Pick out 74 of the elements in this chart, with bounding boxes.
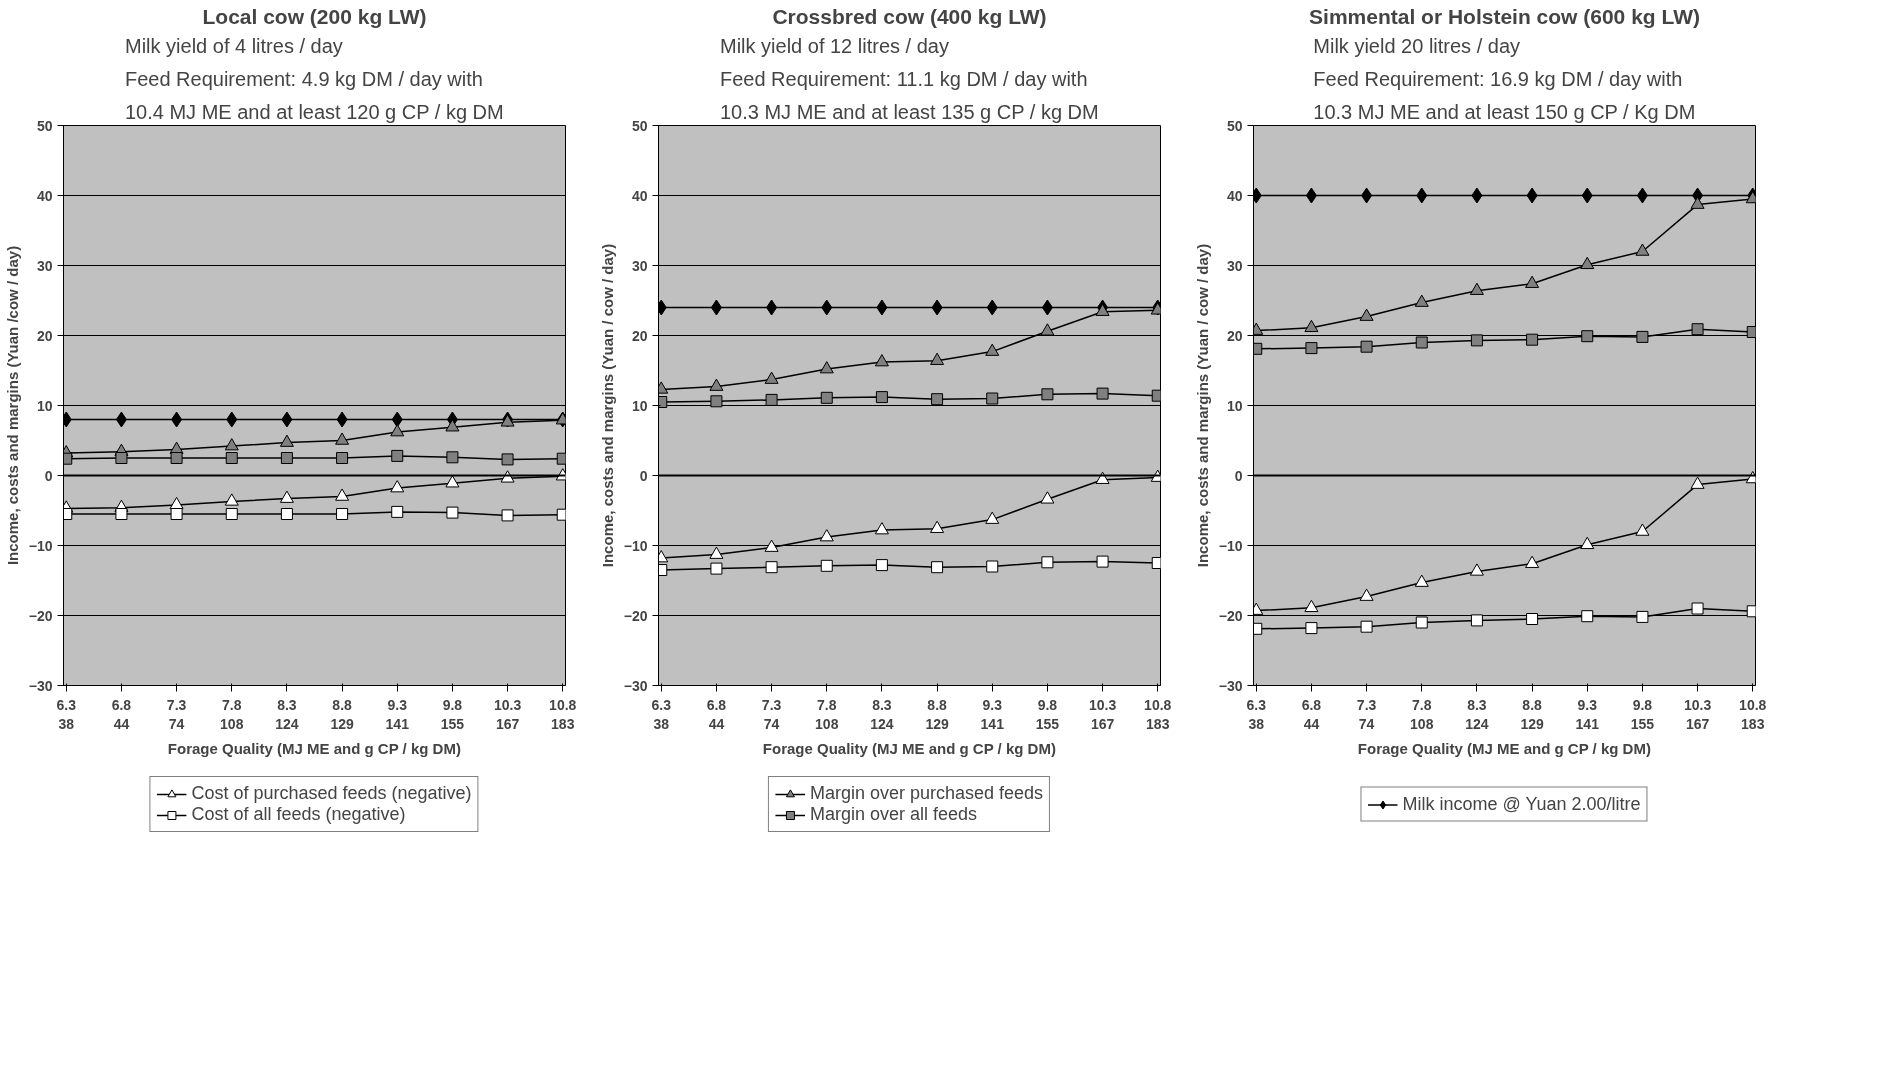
y-tick-label: 20	[1226, 327, 1243, 344]
x-axis-title: Forage Quality (MJ ME and g CP / kg DM)	[1357, 739, 1651, 757]
x-tick-label: 10.8 183	[1144, 696, 1172, 732]
y-tick-label: 20	[631, 327, 648, 344]
y-tick-label: −20	[28, 607, 53, 624]
x-tick-label: 10.3 167	[493, 696, 522, 732]
y-tick-label: −30	[28, 677, 53, 694]
legend-label: Cost of purchased feeds (negative)	[191, 783, 472, 804]
y-tick-label: 40	[631, 187, 648, 204]
y-tick-label: 40	[1226, 187, 1243, 204]
y-tick-label: 10	[36, 397, 53, 414]
y-tick-label: 50	[1226, 117, 1243, 134]
x-tick-label: 6.8 44	[1301, 696, 1322, 732]
y-axis-title: Income, costs and margins (Yuan /cow / day)	[3, 245, 21, 566]
chart-title: Local cow (200 kg LW)	[202, 4, 427, 28]
chart-title: Simmental or Holstein cow (600 kg LW)	[1309, 4, 1700, 28]
y-tick-label: −10	[28, 537, 53, 554]
x-tick-label: 9.8 155	[440, 696, 465, 732]
x-tick-label: 6.8 44	[706, 696, 727, 732]
x-tick-label: 9.3 141	[385, 696, 410, 732]
x-tick-label: 8.3 124	[1465, 696, 1489, 732]
x-tick-label: 6.8 44	[111, 696, 132, 732]
x-tick-label: 8.3 124	[870, 696, 894, 732]
x-tick-label: 8.8 129	[330, 696, 354, 732]
x-tick-label: 9.8 155	[1630, 696, 1655, 732]
y-tick-label: 0	[1234, 467, 1243, 484]
y-tick-label: 20	[36, 327, 53, 344]
y-tick-label: 10	[1226, 397, 1243, 414]
x-tick-label: 10.3 167	[1088, 696, 1117, 732]
x-tick-label: 8.8 129	[925, 696, 949, 732]
y-tick-label: 40	[36, 187, 53, 204]
x-tick-label: 7.8 108	[1410, 696, 1434, 732]
y-tick-label: 0	[44, 467, 53, 484]
y-axis-title: Income, costs and margins (Yuan / cow / day)	[1193, 243, 1211, 568]
x-tick-label: 10.3 167	[1683, 696, 1712, 732]
x-tick-label: 10.8 183	[1739, 696, 1767, 732]
legend-label: Margin over purchased feeds	[809, 783, 1044, 804]
x-tick-label: 7.3 74	[166, 696, 187, 732]
x-tick-label: 7.8 108	[220, 696, 244, 732]
y-tick-label: 50	[631, 117, 648, 134]
x-tick-label: 8.8 129	[1520, 696, 1544, 732]
chart-title: Crossbred cow (400 kg LW)	[772, 4, 1047, 28]
x-tick-label: 10.8 183	[549, 696, 577, 732]
y-tick-label: −20	[1218, 607, 1243, 624]
x-tick-label: 7.3 74	[761, 696, 782, 732]
x-tick-label: 6.3 38	[1246, 696, 1267, 732]
legend-label: Milk income @ Yuan 2.00/litre	[1402, 793, 1641, 815]
chart-subtitle: Milk yield of 12 litres / day Feed Requirement: 11.1 kg DM / day with 10.3 MJ ME and at least 135 g CP / kg DM	[719, 34, 1099, 123]
x-tick-label: 7.3 74	[1356, 696, 1377, 732]
x-axis-title: Forage Quality (MJ ME and g CP / kg DM)	[762, 739, 1056, 757]
x-tick-label: 6.3 38	[56, 696, 77, 732]
y-tick-label: −10	[1218, 537, 1243, 554]
x-tick-label: 7.8 108	[815, 696, 839, 732]
y-tick-label: 30	[631, 257, 648, 274]
y-tick-label: 30	[1226, 257, 1243, 274]
y-tick-label: −30	[623, 677, 648, 694]
x-tick-label: 9.8 155	[1035, 696, 1060, 732]
y-tick-label: 50	[36, 117, 53, 134]
y-tick-label: −30	[1218, 677, 1243, 694]
y-tick-label: −10	[623, 537, 648, 554]
y-tick-label: −20	[623, 607, 648, 624]
chart-subtitle: Milk yield 20 litres / day Feed Requirement: 16.9 kg DM / day with 10.3 MJ ME and at least 150 g CP / Kg DM	[1313, 34, 1696, 123]
y-tick-label: 30	[36, 257, 53, 274]
x-tick-label: 9.3 141	[1575, 696, 1600, 732]
x-tick-label: 6.3 38	[651, 696, 672, 732]
legend-label: Margin over all feeds	[809, 804, 978, 825]
x-tick-label: 8.3 124	[275, 696, 299, 732]
chart-subtitle: Milk yield of 4 litres / day Feed Requirement: 4.9 kg DM / day with 10.4 MJ ME and at least 120 g CP / kg DM	[124, 34, 504, 123]
x-tick-label: 9.3 141	[980, 696, 1005, 732]
y-tick-label: 0	[639, 467, 648, 484]
y-axis-title: Income, costs and margins (Yuan / cow / day)	[598, 243, 616, 568]
y-tick-label: 10	[631, 397, 648, 414]
x-axis-title: Forage Quality (MJ ME and g CP / kg DM)	[167, 739, 461, 757]
legend-label: Cost of all feeds (negative)	[191, 804, 406, 825]
